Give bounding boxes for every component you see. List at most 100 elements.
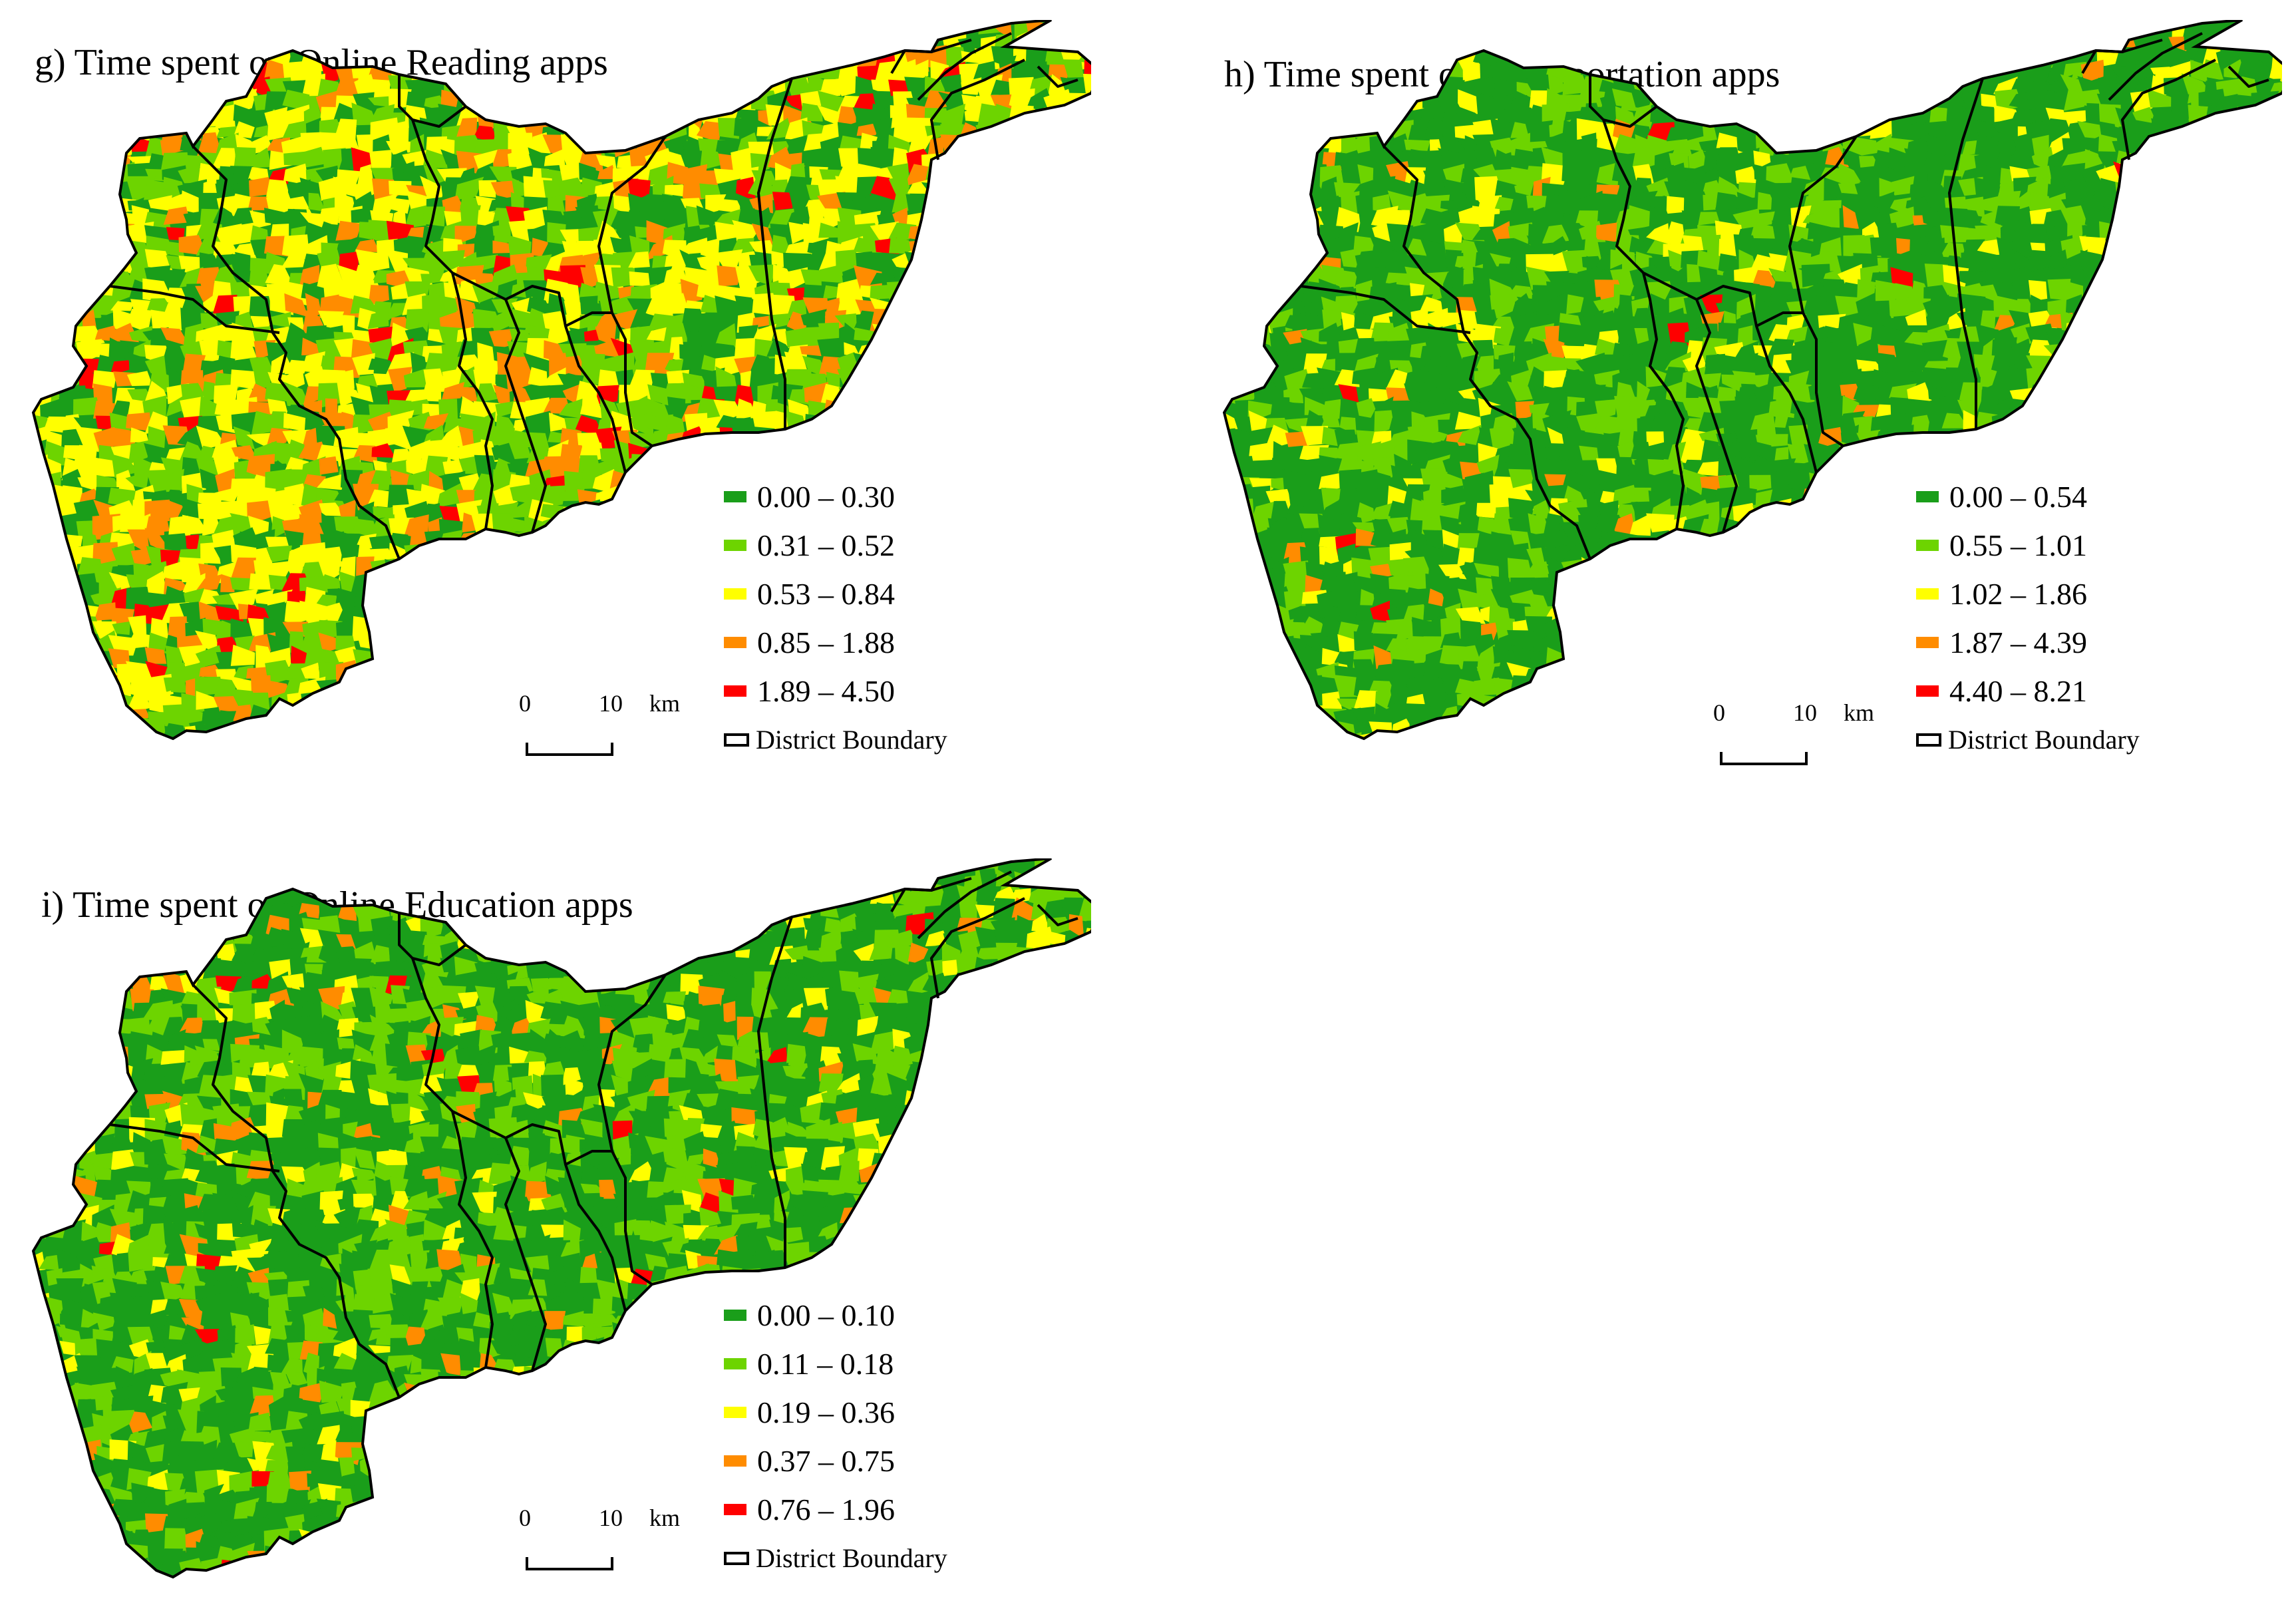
- map-unit: [265, 720, 293, 739]
- map-unit: [592, 630, 623, 656]
- map-unit: [1029, 353, 1051, 376]
- map-unit: [493, 690, 516, 710]
- map-unit: [525, 338, 550, 361]
- map-unit: [442, 635, 464, 650]
- map-unit: [997, 170, 1013, 186]
- map-unit: [1336, 66, 1365, 84]
- map-unit: [513, 20, 536, 37]
- map-unit: [770, 35, 794, 53]
- map-unit: [1956, 431, 1982, 449]
- map-unit: [39, 279, 69, 303]
- map-unit: [477, 342, 494, 361]
- map-unit: [445, 703, 464, 727]
- map-unit: [1317, 80, 1343, 100]
- map-unit: [561, 38, 587, 57]
- map-unit: [443, 604, 468, 624]
- map-unit: [921, 324, 947, 348]
- map-unit: [904, 293, 931, 319]
- map-unit: [1009, 441, 1034, 457]
- map-unit: [1082, 150, 1091, 169]
- map-unit: [956, 735, 985, 739]
- map-unit: [992, 373, 1017, 385]
- map-unit: [945, 265, 965, 290]
- map-unit: [2251, 278, 2275, 304]
- map-unit: [2115, 382, 2138, 407]
- map-unit: [283, 705, 309, 731]
- map-unit: [1628, 37, 1649, 51]
- map-unit: [301, 20, 324, 35]
- map-unit: [1715, 44, 1742, 72]
- map-unit: [2200, 138, 2230, 158]
- map-unit: [1420, 426, 1448, 446]
- map-unit: [405, 733, 430, 739]
- map-unit: [925, 373, 944, 389]
- map-unit: [181, 456, 202, 480]
- map-unit: [1478, 21, 1501, 42]
- map-unit: [1064, 618, 1084, 637]
- map-unit: [680, 279, 707, 305]
- map-unit: [1973, 45, 2003, 72]
- map-unit: [1838, 76, 1866, 92]
- map-unit: [2148, 239, 2172, 257]
- map-unit: [1287, 73, 1307, 99]
- map-unit: [1387, 75, 1416, 99]
- map-unit: [1272, 325, 1287, 349]
- map-unit: [1821, 207, 1840, 230]
- map-unit: [1321, 63, 1344, 79]
- map-unit: [2253, 328, 2279, 350]
- map-unit: [991, 530, 1016, 550]
- map-unit: [960, 355, 983, 377]
- map-unit: [163, 468, 185, 492]
- map-unit: [93, 166, 122, 189]
- map-unit: [575, 76, 605, 94]
- map-unit: [853, 381, 879, 404]
- map-unit: [1717, 387, 1736, 403]
- map-unit: [1800, 91, 1828, 116]
- map-unit: [1663, 21, 1689, 37]
- map-unit: [389, 180, 412, 196]
- map-unit: [1283, 213, 1306, 227]
- map-unit: [351, 207, 372, 223]
- map-unit: [44, 707, 62, 729]
- map-unit: [2201, 156, 2228, 165]
- map-unit: [1351, 93, 1377, 114]
- map-unit: [977, 561, 1001, 576]
- map-unit: [1929, 106, 1952, 123]
- map-unit: [542, 61, 567, 81]
- map-unit: [1011, 283, 1036, 306]
- map-unit: [664, 490, 689, 509]
- map-unit: [2008, 108, 2038, 130]
- map-unit: [289, 196, 313, 215]
- map-unit: [1801, 294, 1826, 319]
- map-unit: [1291, 37, 1311, 53]
- map-unit: [33, 486, 52, 509]
- map-unit: [162, 176, 186, 200]
- map-unit: [1290, 104, 1309, 130]
- map-unit: [438, 47, 465, 69]
- map-unit: [869, 343, 896, 360]
- map-unit: [945, 487, 963, 510]
- map-unit: [1224, 191, 1241, 214]
- map-unit: [59, 226, 83, 247]
- map-unit: [559, 94, 584, 112]
- map-unit: [1612, 45, 1639, 69]
- map-unit: [1303, 47, 1327, 67]
- map-unit: [489, 590, 516, 605]
- map-unit: [283, 32, 307, 51]
- map-unit: [940, 103, 966, 130]
- map-unit: [2269, 133, 2282, 160]
- map-unit: [1681, 95, 1711, 114]
- map-unit: [44, 631, 64, 655]
- map-unit: [1064, 29, 1086, 49]
- map-unit: [1530, 431, 1554, 451]
- map-unit: [1645, 31, 1675, 57]
- map-unit: [2253, 152, 2279, 174]
- map-unit: [1889, 75, 1911, 100]
- map-unit: [265, 733, 290, 739]
- map-unit: [564, 470, 588, 494]
- map-unit: [581, 560, 603, 582]
- map-unit: [1224, 47, 1241, 66]
- map-unit: [230, 644, 255, 666]
- map-unit: [1787, 20, 1808, 40]
- map-unit: [283, 559, 304, 577]
